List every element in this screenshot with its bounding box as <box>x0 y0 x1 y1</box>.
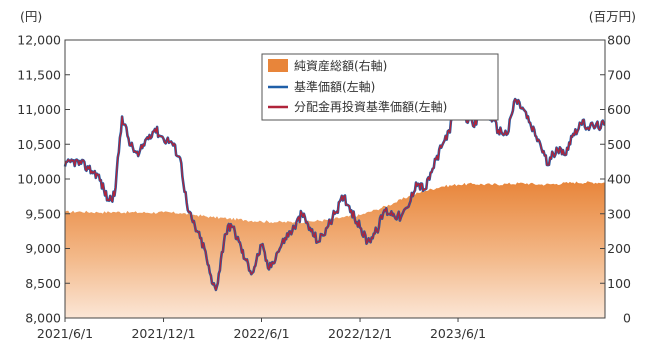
line-reinvested-nav <box>64 98 606 291</box>
legend-label-nav: 基準価額(左軸) <box>294 79 375 94</box>
right-axis-tick-label: 300 <box>607 206 631 221</box>
x-axis-tick-label: 2021/6/1 <box>37 326 93 341</box>
right-axis-tick-label: 500 <box>607 137 631 152</box>
left-axis-tick-label: 11,000 <box>17 102 61 117</box>
legend-box <box>261 53 499 121</box>
right-axis-tick-label: 700 <box>607 67 631 82</box>
legend: 純資産総額(右軸) 基準価額(左軸) 分配金再投資基準価額(左軸) <box>261 53 499 121</box>
x-axis-tick-label: 2023/6/1 <box>430 326 486 341</box>
left-axis-tick-label: 8,000 <box>25 311 61 326</box>
left-axis-tick-label: 8,500 <box>25 276 61 291</box>
left-axis-tick-label: 9,000 <box>25 241 61 256</box>
x-axis-tick-label: 2022/12/1 <box>328 326 392 341</box>
x-axis-tick-label: 2021/12/1 <box>131 326 195 341</box>
right-axis-tick-label: 0 <box>623 311 631 326</box>
axes: 8,000 8,500 9,000 9,500 10,000 10,500 11,000 11… <box>17 33 631 342</box>
left-axis-tick-label: 11,500 <box>17 67 61 82</box>
right-axis-tick-label: 100 <box>607 276 631 291</box>
left-axis-tick-label: 9,500 <box>25 206 61 221</box>
right-axis-tick-label: 600 <box>607 102 631 117</box>
legend-label-reinvested-nav: 分配金再投資基準価額(左軸) <box>294 99 447 114</box>
right-axis-tick-label: 800 <box>607 33 631 48</box>
left-axis-tick-label: 10,000 <box>17 172 61 187</box>
left-axis-tick-label: 12,000 <box>17 33 61 48</box>
left-axis-tick-label: 10,500 <box>17 137 61 152</box>
right-axis-tick-label: 400 <box>607 172 631 187</box>
legend-label-net-assets: 純資産総額(右軸) <box>294 58 387 73</box>
x-axis-tick-label: 2022/6/1 <box>233 326 289 341</box>
right-axis-unit: (百万円) <box>589 9 636 24</box>
area-net-assets <box>65 181 605 318</box>
legend-swatch-net-assets <box>268 59 288 72</box>
left-axis-unit: (円) <box>20 9 42 24</box>
right-axis-tick-label: 200 <box>607 241 631 256</box>
